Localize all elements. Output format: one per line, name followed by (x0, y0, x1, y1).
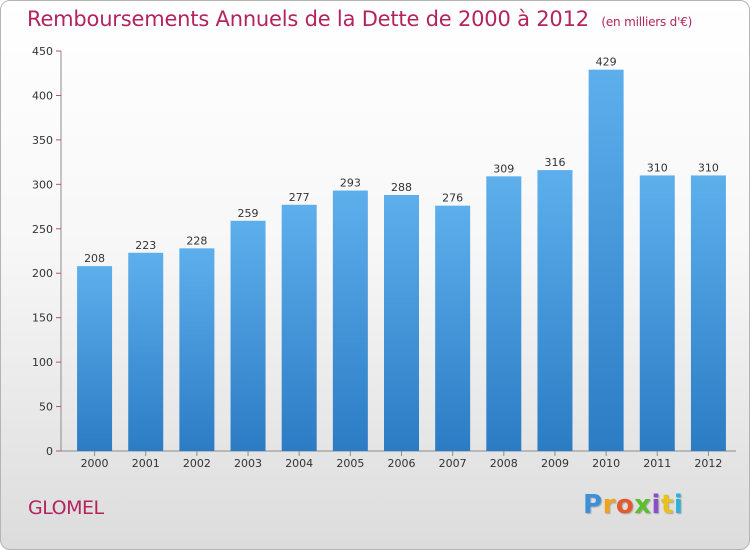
y-tick-label: 150 (32, 312, 53, 325)
chart-title: Remboursements Annuels de la Dette de 20… (27, 7, 692, 31)
x-tick-label: 2007 (439, 457, 467, 470)
data-label: 228 (186, 234, 207, 247)
y-tick-label: 450 (32, 45, 53, 58)
bar-2007 (435, 205, 471, 451)
x-tick-label: 2011 (643, 457, 671, 470)
data-label: 259 (238, 207, 259, 220)
y-tick-label: 300 (32, 178, 53, 191)
y-tick-label: 0 (46, 445, 53, 458)
data-label: 208 (84, 252, 105, 265)
x-tick-label: 2002 (183, 457, 211, 470)
bar-2005 (332, 190, 368, 452)
x-tick-label: 2009 (541, 457, 569, 470)
bar-2002 (179, 248, 215, 451)
y-tick-label: 50 (39, 401, 53, 414)
x-tick-label: 2004 (285, 457, 313, 470)
x-tick-label: 2010 (592, 457, 620, 470)
data-label: 310 (647, 161, 668, 174)
y-tick-label: 350 (32, 134, 53, 147)
x-tick-label: 2008 (490, 457, 518, 470)
y-tick-label: 100 (32, 356, 53, 369)
logo-letter: P (583, 490, 603, 520)
data-label: 276 (442, 192, 463, 205)
logo-letter: i (651, 490, 661, 520)
bar-2001 (128, 252, 164, 451)
x-tick-label: 2012 (694, 457, 722, 470)
bar-2006 (384, 195, 419, 451)
proxiti-logo: Proxiti (583, 490, 683, 520)
chart-title-text: Remboursements Annuels de la Dette de 20… (27, 7, 589, 31)
logo-letter: o (615, 490, 635, 520)
data-label: 223 (135, 239, 156, 252)
x-tick-label: 2003 (234, 457, 262, 470)
data-label: 429 (596, 56, 617, 69)
x-tick-label: 2005 (336, 457, 364, 470)
logo-letter: t (660, 490, 674, 520)
bar-2000 (77, 266, 113, 451)
commune-name: GLOMEL (28, 497, 104, 519)
data-label: 316 (544, 156, 565, 169)
y-tick-label: 400 (32, 89, 53, 102)
y-tick-label: 200 (32, 267, 53, 280)
data-label: 310 (698, 161, 719, 174)
data-label: 288 (391, 181, 412, 194)
bar-2010 (588, 69, 624, 452)
bar-2011 (639, 175, 675, 451)
data-label: 293 (340, 177, 361, 190)
data-label: 309 (493, 162, 514, 175)
x-tick-label: 2000 (81, 457, 109, 470)
bar-2004 (281, 204, 317, 451)
x-tick-label: 2006 (388, 457, 416, 470)
y-tick-label: 250 (32, 223, 53, 236)
logo-letter: x (634, 490, 652, 520)
bar-2012 (690, 175, 726, 451)
bar-2008 (486, 176, 522, 452)
bar-2009 (537, 170, 573, 451)
bar-2003 (230, 220, 266, 451)
logo-letter: i (673, 490, 684, 520)
chart-unit: (en milliers d'€) (601, 15, 693, 29)
logo-letter: r (602, 490, 616, 520)
data-label: 277 (289, 191, 310, 204)
x-tick-label: 2001 (132, 457, 160, 470)
